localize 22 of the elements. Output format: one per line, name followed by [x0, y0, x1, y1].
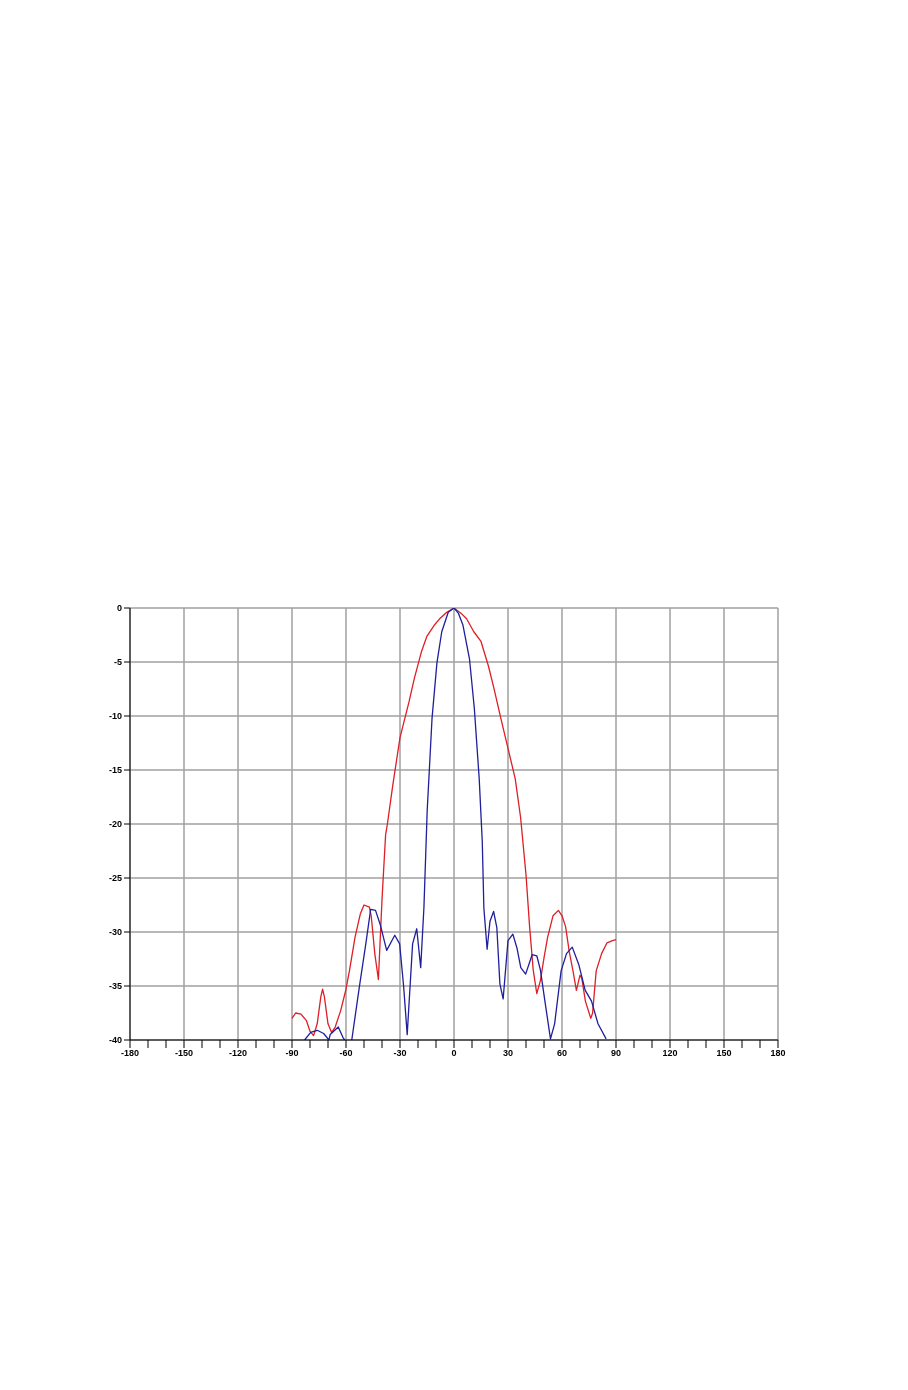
x-tick-label: 90 — [610, 1048, 622, 1059]
y-tick-label: -10 — [108, 711, 122, 722]
x-tick-label: -30 — [393, 1048, 407, 1059]
y-tick-label: -40 — [108, 1035, 122, 1046]
x-tick-label: -60 — [339, 1048, 353, 1059]
x-tick-label: -180 — [120, 1048, 140, 1059]
y-tick-label: -25 — [108, 873, 122, 884]
x-tick-label: 180 — [770, 1048, 786, 1059]
y-tick-label: -35 — [108, 981, 122, 992]
x-tick-label: 120 — [662, 1048, 678, 1059]
y-tick-label: -5 — [113, 657, 122, 668]
y-tick-label: -20 — [108, 819, 122, 830]
x-tick-label: -90 — [285, 1048, 299, 1059]
x-tick-label: -150 — [174, 1048, 194, 1059]
y-tick-label: 0 — [116, 603, 122, 614]
x-tick-label: 0 — [451, 1048, 457, 1059]
x-tick-label: 30 — [502, 1048, 514, 1059]
x-tick-label: -120 — [228, 1048, 248, 1059]
y-tick-label: -15 — [108, 765, 122, 776]
x-tick-label: 60 — [556, 1048, 568, 1059]
x-tick-label: 150 — [716, 1048, 732, 1059]
y-tick-label: -30 — [108, 927, 122, 938]
